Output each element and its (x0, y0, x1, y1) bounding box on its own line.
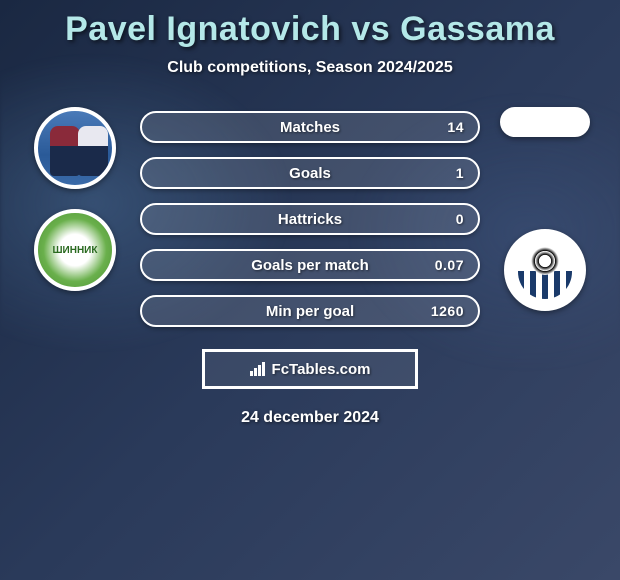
player-right-avatar (500, 107, 590, 137)
stat-pill-min-per-goal: Min per goal 1260 (140, 295, 480, 327)
stat-pill-goals-per-match: Goals per match 0.07 (140, 249, 480, 281)
subtitle: Club competitions, Season 2024/2025 (0, 59, 620, 77)
brand-label: FcTables.com (272, 361, 371, 378)
player-figure-icon (50, 126, 80, 176)
stat-label: Hattricks (278, 211, 342, 228)
stat-value: 1260 (431, 303, 464, 319)
stat-value: 0.07 (435, 257, 464, 273)
stat-pill-matches: Matches 14 (140, 111, 480, 143)
player-figure-icon (78, 126, 108, 176)
main-row: ШИННИК Matches 14 Goals 1 Hattricks 0 Go… (0, 107, 620, 327)
club-left-logo: ШИННИК (34, 209, 116, 291)
stat-pill-hattricks: Hattricks 0 (140, 203, 480, 235)
stats-column: Matches 14 Goals 1 Hattricks 0 Goals per… (140, 111, 480, 327)
club-left-label: ШИННИК (53, 245, 98, 256)
date-label: 24 december 2024 (0, 409, 620, 427)
stat-value: 14 (447, 119, 464, 135)
stat-value: 1 (456, 165, 464, 181)
stat-label: Goals per match (251, 257, 369, 274)
stat-label: Goals (289, 165, 331, 182)
brand-box[interactable]: FcTables.com (202, 349, 418, 389)
content-wrapper: Pavel Ignatovich vs Gassama Club competi… (0, 0, 620, 427)
stat-label: Min per goal (266, 303, 354, 320)
right-side (490, 107, 600, 311)
left-side: ШИННИК (20, 107, 130, 291)
page-title: Pavel Ignatovich vs Gassama (0, 0, 620, 49)
chart-icon (250, 362, 266, 376)
club-right-logo (504, 229, 586, 311)
stat-pill-goals: Goals 1 (140, 157, 480, 189)
stat-value: 0 (456, 211, 464, 227)
stat-label: Matches (280, 119, 340, 136)
player-left-avatar (34, 107, 116, 189)
